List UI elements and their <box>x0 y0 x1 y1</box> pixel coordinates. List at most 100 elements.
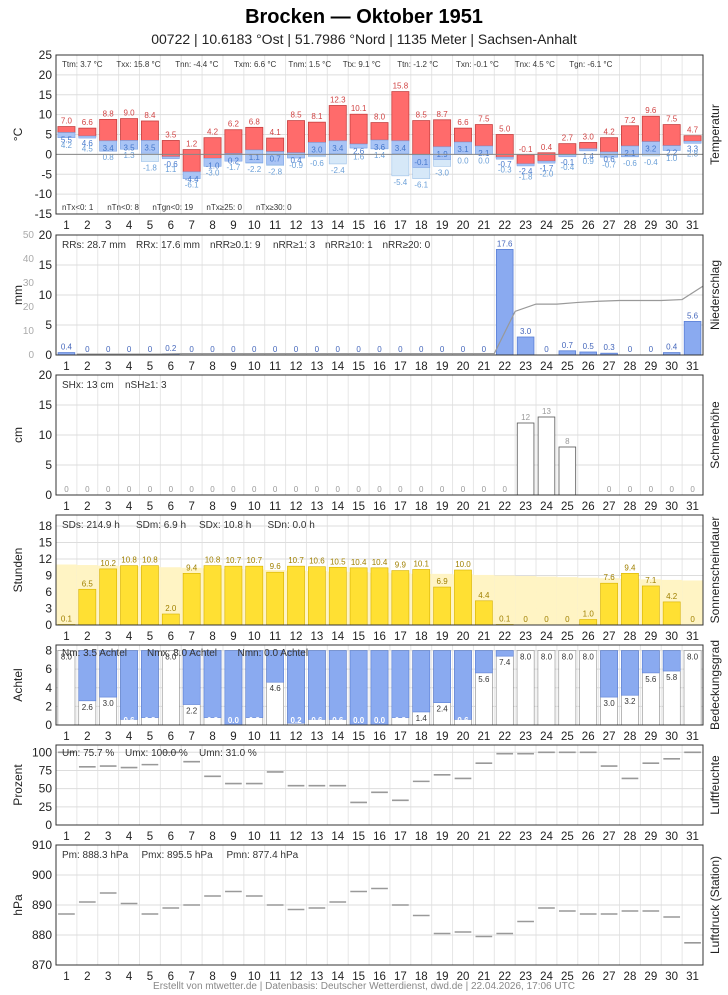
snow-xtick-label: 28 <box>624 501 637 513</box>
snow-label: 0 <box>127 485 132 494</box>
cloud-xtick-label: 15 <box>352 731 365 743</box>
snow-xtick-label: 10 <box>248 501 261 513</box>
tmean-bar <box>621 145 639 158</box>
tmin-label: -1.8 <box>519 172 533 181</box>
humidity-xtick-label: 24 <box>540 831 553 843</box>
cloud-clear-bar <box>224 650 243 726</box>
tmean-bar <box>537 160 556 164</box>
tmax-bar <box>516 154 535 165</box>
cloud-xtick-label: 9 <box>230 731 236 743</box>
humidity-axis-label: Prozent <box>11 764 25 806</box>
precip-cumulative-line <box>76 285 704 355</box>
sunshine-stat: SDm: 6.9 h <box>136 520 186 531</box>
sun-bar <box>141 565 159 626</box>
cloud-label: 0.8 <box>207 716 219 725</box>
sun-label: 6.9 <box>437 577 449 586</box>
snow-ytick-label: 0 <box>45 488 52 502</box>
sun-possible-bar <box>494 575 516 625</box>
tmin-label: 0.9 <box>583 157 595 166</box>
tmin-label: -0.7 <box>602 160 616 169</box>
precipitation-xtick-label: 13 <box>310 361 323 373</box>
cloud-clear-bar <box>474 650 493 674</box>
tmax-bar <box>579 142 598 150</box>
tmax-bar <box>495 134 514 158</box>
precipitation-xtick-label: 17 <box>394 361 407 373</box>
tmin-label: 1.0 <box>666 154 678 163</box>
tmean-label: 2.2 <box>666 149 678 158</box>
tmin-label: 0.0 <box>457 156 469 165</box>
sun-label: 4.2 <box>666 592 678 601</box>
temperature-xtick-label: 3 <box>105 220 111 232</box>
cloud-label: 7.4 <box>499 658 511 667</box>
cloud-label: 8.0 <box>165 653 177 662</box>
snow-axis-label: cm <box>11 427 25 443</box>
sunshine-xtick-label: 16 <box>373 631 386 643</box>
temperature-stat: Tnn: -4.4 °C <box>175 60 218 69</box>
pressure-xtick-label: 22 <box>498 971 511 983</box>
snow-label: 0 <box>482 485 487 494</box>
precipitation-ytick-secondary: 20 <box>23 302 35 313</box>
tmean-label: 3.2 <box>645 145 657 154</box>
tmax-bar <box>287 120 305 154</box>
tmin-label: -0.4 <box>644 158 658 167</box>
cloud-xtick-label: 27 <box>603 731 616 743</box>
precip-label: 0.3 <box>604 343 616 352</box>
sun-label: 0 <box>544 615 549 624</box>
sun-bar <box>621 572 639 626</box>
tmax-bar <box>203 137 222 159</box>
pressure-xtick-label: 31 <box>686 971 699 983</box>
precipitation-axis-label: mm <box>11 285 25 305</box>
sun-label: 10.8 <box>142 556 158 565</box>
tmean-label: 3.5 <box>123 143 135 152</box>
snow-xtick-label: 3 <box>105 501 111 513</box>
snow-xtick-label: 1 <box>63 501 69 513</box>
tmax-label: 0.4 <box>541 143 553 152</box>
tmean-bar <box>579 148 598 152</box>
tmax-bar <box>57 126 76 133</box>
temperature-ytick-label: -5 <box>41 167 52 181</box>
precipitation-xtick-label: 2 <box>84 361 90 373</box>
snow-ytick-label: 15 <box>39 398 53 412</box>
pressure-xtick-label: 27 <box>603 971 616 983</box>
sunshine-xtick-label: 2 <box>84 631 90 643</box>
precip-label: 0 <box>231 345 236 354</box>
tmax-label: 6.2 <box>228 120 240 129</box>
precip-label: 0.7 <box>562 341 574 350</box>
sunshine-xtick-label: 9 <box>230 631 236 643</box>
cloud-xtick-label: 6 <box>168 731 174 743</box>
temperature-xtick-label: 19 <box>436 220 449 232</box>
tmean-bar <box>558 154 577 158</box>
sun-bar <box>391 570 410 626</box>
precipitation-xtick-label: 1 <box>63 361 69 373</box>
pressure-xtick-label: 13 <box>310 971 323 983</box>
pressure-xtick-label: 30 <box>665 971 678 983</box>
cloud-xtick-label: 24 <box>540 731 553 743</box>
sun-label: 0 <box>523 615 528 624</box>
temperature-xtick-label: 15 <box>352 220 365 232</box>
tmax-label: 2.7 <box>562 134 574 143</box>
tmin-label: -1.7 <box>227 163 241 172</box>
pressure-xtick-label: 2 <box>84 971 90 983</box>
snow-label: 13 <box>542 407 551 416</box>
tmean-label: 3.1 <box>457 145 469 154</box>
sun-label: 0.1 <box>61 614 73 623</box>
snow-xtick-label: 15 <box>352 501 365 513</box>
sun-label: 10.4 <box>351 558 367 567</box>
snow-label: 0 <box>189 485 194 494</box>
sun-label: 9.4 <box>186 563 198 572</box>
precipitation-stat: nRR≥10: 1 <box>325 240 373 251</box>
sun-possible-bar <box>515 576 537 625</box>
cloud-label: 0.6 <box>123 716 135 725</box>
temperature-xtick-label: 5 <box>147 220 153 232</box>
pressure-xtick-label: 3 <box>105 971 111 983</box>
precip-label: 0 <box>210 345 215 354</box>
sun-bar <box>182 572 201 626</box>
cloud-clear-bar <box>287 650 305 724</box>
snow-xtick-label: 29 <box>644 501 657 513</box>
sun-bar <box>370 567 389 626</box>
sunshine-xtick-label: 14 <box>331 631 344 643</box>
cloud-label: 8.0 <box>61 653 73 662</box>
sun-bar <box>99 568 118 626</box>
